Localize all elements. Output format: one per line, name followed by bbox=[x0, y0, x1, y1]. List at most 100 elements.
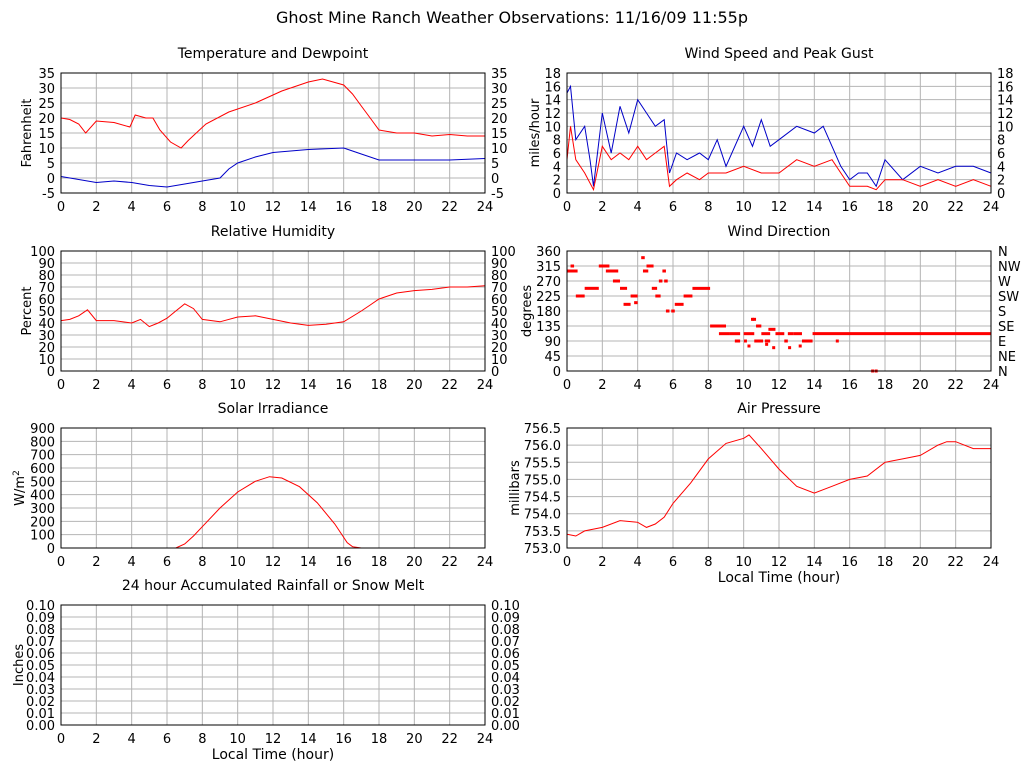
x-tick-label: 2 bbox=[92, 378, 100, 393]
y-tick-label-right: 0.08 bbox=[491, 623, 520, 638]
x-tick-label: 24 bbox=[477, 555, 494, 570]
x-tick-label: 10 bbox=[229, 200, 246, 215]
x-tick-label: 12 bbox=[771, 555, 788, 570]
direction-point bbox=[765, 342, 769, 346]
y-tick-label-right: 10 bbox=[491, 142, 508, 157]
x-tick-label: 4 bbox=[128, 732, 136, 747]
y-tick-label: 300 bbox=[30, 502, 55, 517]
x-tick-label: 18 bbox=[371, 732, 388, 747]
y-tick-label-right: 40 bbox=[491, 317, 508, 332]
y-tick-label: 6 bbox=[553, 147, 561, 162]
y-tick-label-right: 0.00 bbox=[491, 719, 520, 734]
x-tick-label: 22 bbox=[947, 378, 964, 393]
y-tick-label: 40 bbox=[38, 317, 55, 332]
plot-frame bbox=[566, 427, 992, 549]
y-tick-label: 70 bbox=[38, 281, 55, 296]
x-tick-label: 20 bbox=[406, 555, 423, 570]
chart-title: Solar Irradiance bbox=[218, 401, 329, 417]
x-tick-label: 10 bbox=[229, 555, 246, 570]
x-tick-label: 24 bbox=[983, 200, 1000, 215]
chart-title: Wind Direction bbox=[728, 224, 831, 240]
y-tick-label: 500 bbox=[30, 475, 55, 490]
x-tick-label: 4 bbox=[128, 378, 136, 393]
y-tick-label-right: 0 bbox=[997, 187, 1005, 202]
y-tick-label: 0.03 bbox=[26, 683, 55, 698]
plot-frame bbox=[60, 250, 486, 372]
y-tick-label-right: 5 bbox=[491, 157, 499, 172]
y-tick-label: 360 bbox=[536, 245, 561, 260]
y-tick-label: 30 bbox=[38, 82, 55, 97]
series-line-blue bbox=[566, 84, 992, 188]
x-tick-label: 4 bbox=[634, 378, 642, 393]
series-line-red bbox=[60, 78, 485, 149]
x-tick-label: 20 bbox=[912, 555, 929, 570]
x-tick-label: 10 bbox=[735, 378, 752, 393]
y-tick-label: 20 bbox=[38, 341, 55, 356]
y-tick-label: -5 bbox=[42, 187, 55, 202]
x-tick-label: 22 bbox=[441, 378, 458, 393]
y-axis-label: degrees bbox=[520, 285, 535, 338]
x-tick-label: 8 bbox=[198, 200, 206, 215]
x-tick-label: 12 bbox=[265, 732, 282, 747]
y-tick-label: 0.10 bbox=[26, 599, 55, 614]
x-tick-label: 0 bbox=[563, 200, 571, 215]
y-axis-label: miles/hour bbox=[528, 98, 543, 167]
x-tick-label: 18 bbox=[371, 200, 388, 215]
y-tick-label: 12 bbox=[544, 107, 561, 122]
x-tick-label: 2 bbox=[92, 200, 100, 215]
x-tick-label: 24 bbox=[983, 555, 1000, 570]
y-tick-label: 10 bbox=[38, 353, 55, 368]
y-tick-label: 700 bbox=[30, 449, 55, 464]
x-tick-label: 6 bbox=[163, 732, 171, 747]
chart-title: Relative Humidity bbox=[211, 224, 335, 240]
x-tick-label: 8 bbox=[704, 200, 712, 215]
series-line-red bbox=[61, 476, 485, 549]
y-axis-label: Fahrenheit bbox=[20, 99, 35, 168]
y-tick-label: 0.05 bbox=[26, 659, 55, 674]
compass-label: S bbox=[998, 305, 1006, 320]
y-tick-label: 0 bbox=[47, 172, 55, 187]
compass-label: NE bbox=[998, 350, 1016, 365]
y-tick-label: 753.5 bbox=[524, 525, 561, 540]
y-tick-label: 315 bbox=[536, 260, 561, 275]
y-tick-label: 754.5 bbox=[524, 491, 561, 506]
y-tick-label: 45 bbox=[544, 350, 561, 365]
y-tick-label: 14 bbox=[544, 94, 561, 109]
y-tick-label: 180 bbox=[536, 305, 561, 320]
y-tick-label: 16 bbox=[544, 80, 561, 95]
y-tick-label: 90 bbox=[38, 257, 55, 272]
y-tick-label: 8 bbox=[553, 134, 561, 149]
direction-point bbox=[835, 339, 839, 343]
x-tick-label: 18 bbox=[877, 378, 894, 393]
y-tick-label-right: 16 bbox=[997, 80, 1014, 95]
x-tick-label: 14 bbox=[806, 555, 823, 570]
y-tick-label: 400 bbox=[30, 489, 55, 504]
x-tick-label: 24 bbox=[477, 378, 494, 393]
y-tick-label-right: 50 bbox=[491, 305, 508, 320]
y-tick-label-right: 30 bbox=[491, 82, 508, 97]
x-tick-label: 16 bbox=[335, 378, 352, 393]
x-tick-label: 14 bbox=[300, 555, 317, 570]
y-tick-label-right: 70 bbox=[491, 281, 508, 296]
x-tick-label: 0 bbox=[57, 378, 65, 393]
compass-label: E bbox=[998, 335, 1006, 350]
y-tick-label: 800 bbox=[30, 435, 55, 450]
y-tick-label-right: 0.04 bbox=[491, 671, 520, 686]
x-tick-label: 4 bbox=[634, 200, 642, 215]
x-tick-label: 0 bbox=[57, 732, 65, 747]
x-tick-label: 16 bbox=[335, 200, 352, 215]
y-axis-label-superscript: 2 bbox=[12, 470, 22, 476]
y-tick-label: 100 bbox=[30, 245, 55, 260]
x-tick-label: 14 bbox=[300, 200, 317, 215]
plot-frame bbox=[566, 250, 992, 372]
x-tick-label: 2 bbox=[92, 555, 100, 570]
y-tick-label: 200 bbox=[30, 515, 55, 530]
x-tick-label: 20 bbox=[406, 732, 423, 747]
y-tick-label-right: 80 bbox=[491, 269, 508, 284]
direction-point bbox=[788, 346, 792, 350]
series-line-red bbox=[566, 126, 992, 192]
x-axis-label: Local Time (hour) bbox=[212, 747, 334, 763]
